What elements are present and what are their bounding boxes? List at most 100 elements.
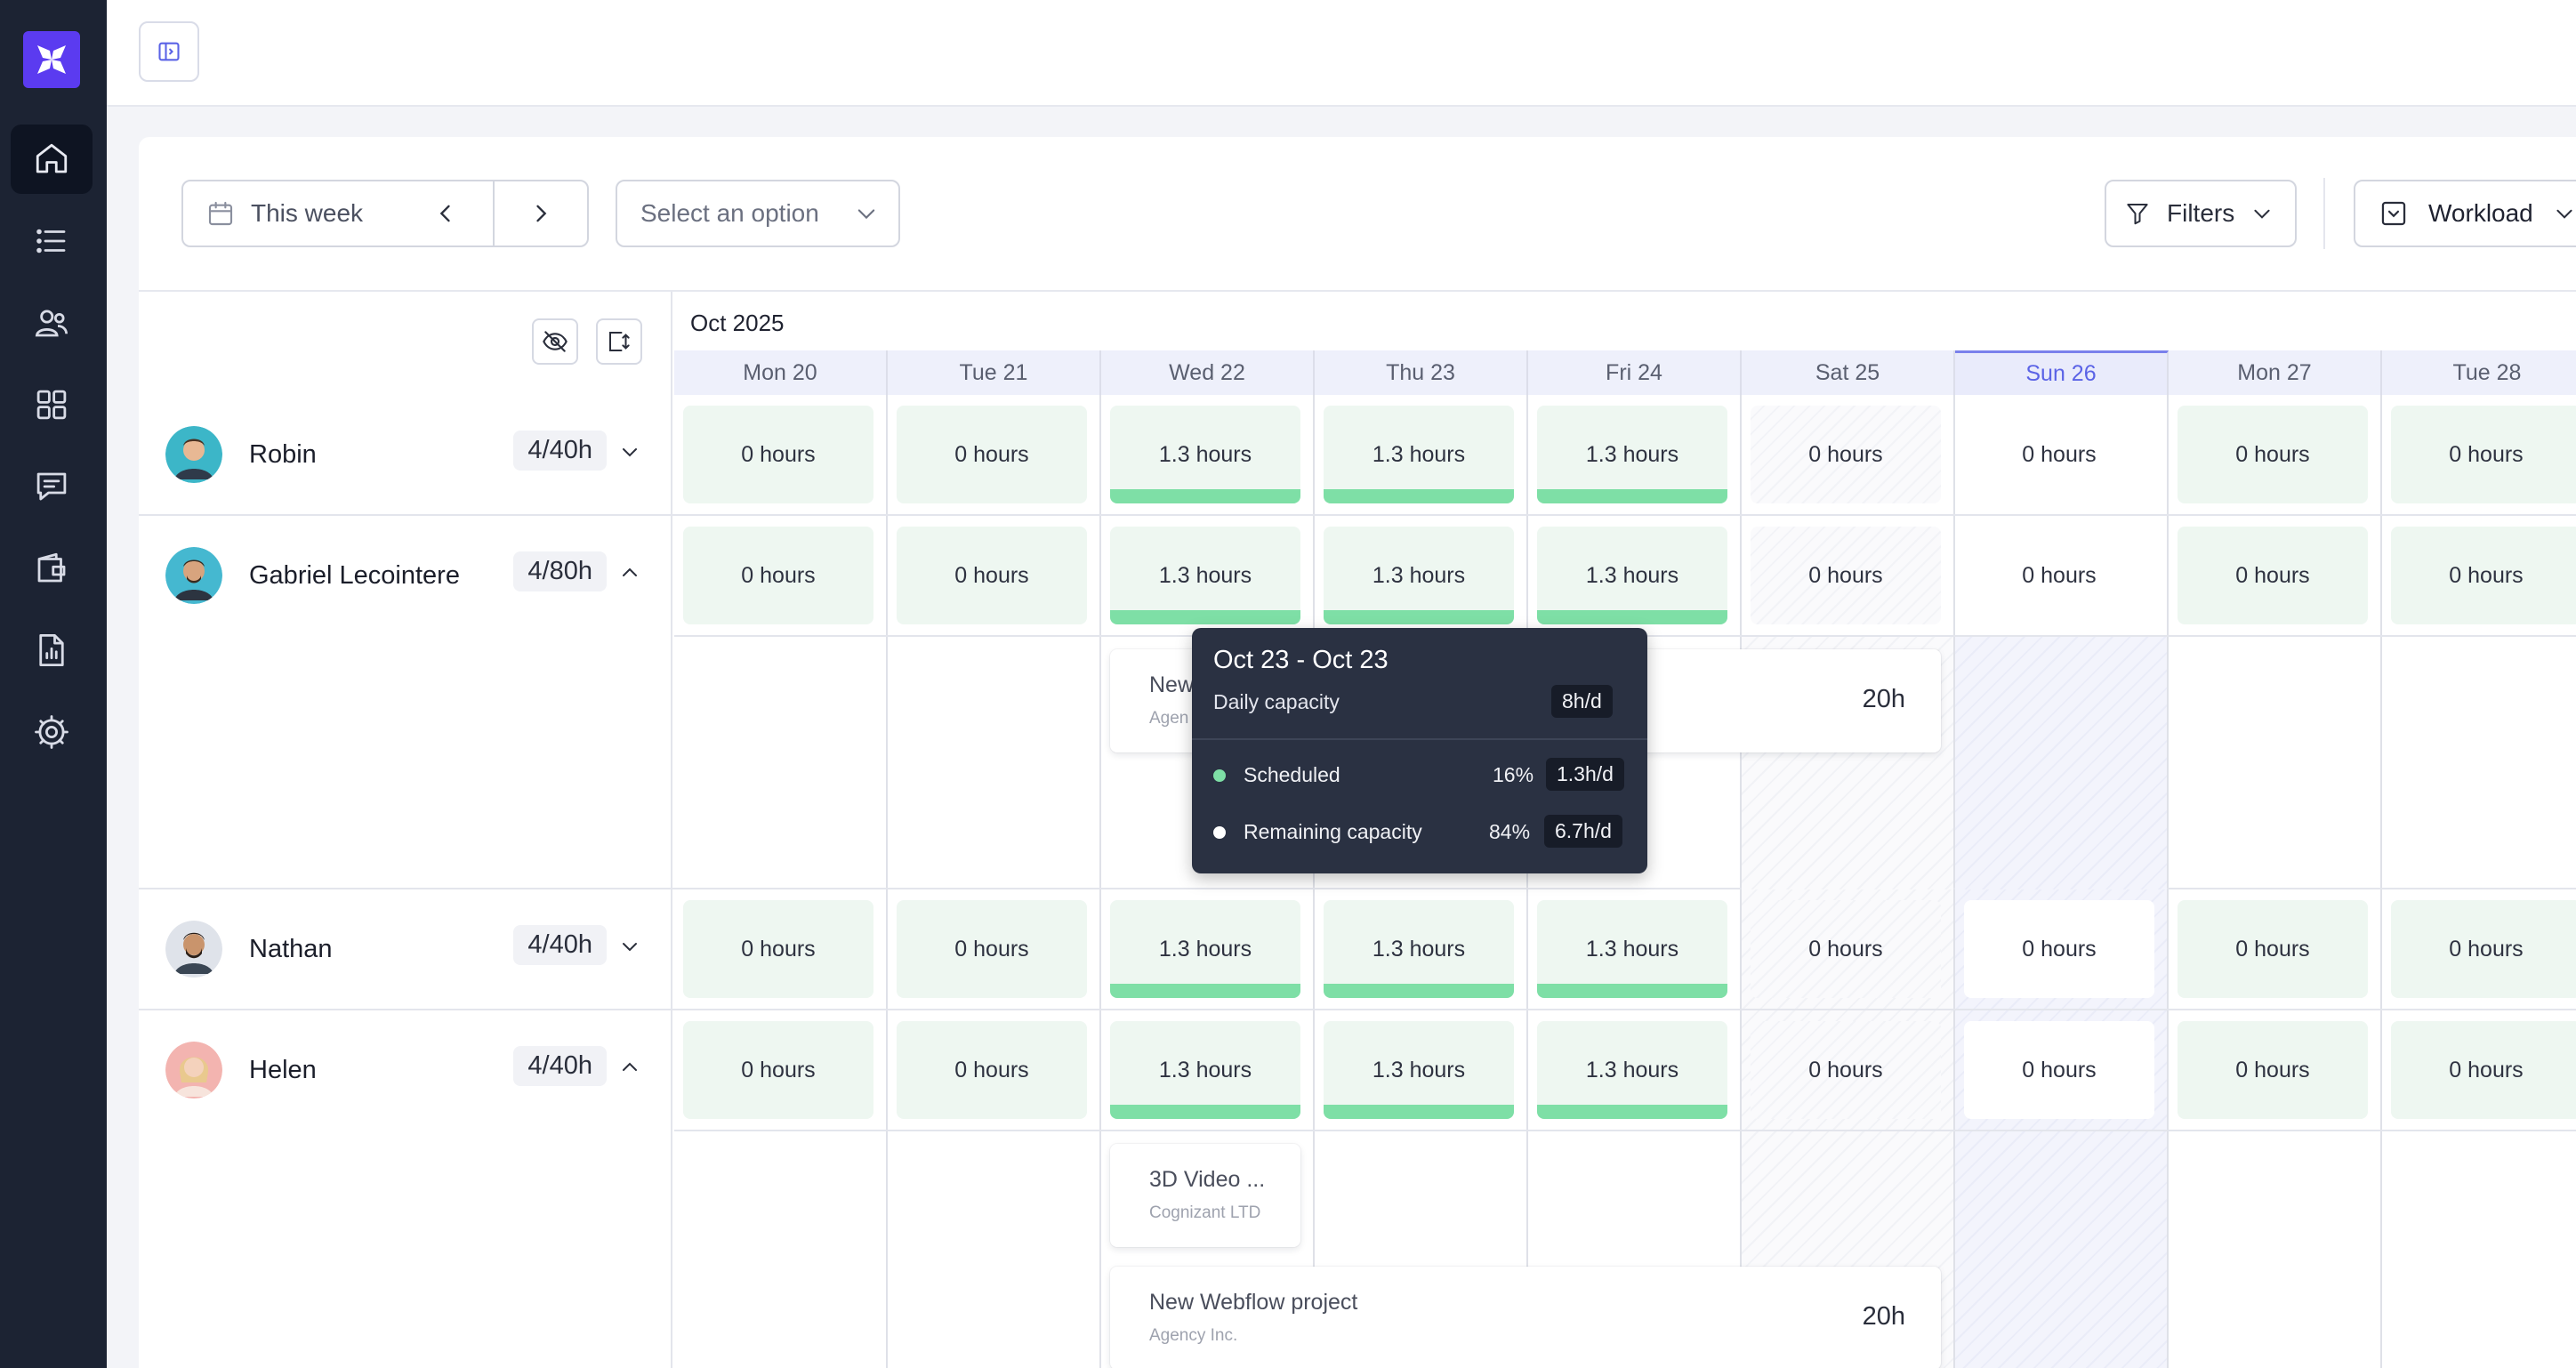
cell-hours: 1.3 hours	[1158, 441, 1252, 467]
sidebar-toggle-icon	[158, 42, 180, 61]
nav-messages[interactable]	[11, 452, 93, 521]
nav-home[interactable]	[11, 125, 93, 194]
report-icon	[39, 633, 64, 667]
scheduled-bar	[1110, 610, 1300, 624]
person-gabriel[interactable]: Gabriel Lecointere 4/80h	[139, 516, 672, 635]
day-cell[interactable]: 0 hours	[2391, 1021, 2576, 1119]
day-cell[interactable]: 1.3 hours	[1324, 406, 1514, 503]
previous-week-button[interactable]	[398, 180, 495, 247]
day-cell[interactable]: 0 hours	[2391, 900, 2576, 998]
day-cell[interactable]: 1.3 hours	[1537, 1021, 1727, 1119]
workload-grid: Oct 2025 Mon 20 Tue 21 Wed 22 Thu 23 Fri…	[139, 290, 2576, 1368]
calendar-icon	[208, 201, 233, 226]
day-header-today[interactable]: Sun 26	[1955, 350, 2169, 395]
this-week-button[interactable]: This week	[181, 180, 400, 247]
hide-button[interactable]	[532, 318, 578, 365]
day-cell[interactable]: 1.3 hours	[1537, 527, 1727, 624]
remaining-value: 6.7h/d	[1544, 815, 1622, 848]
filters-button[interactable]: Filters	[2105, 180, 2297, 247]
gear-icon	[35, 715, 68, 749]
next-week-button[interactable]	[493, 180, 589, 247]
day-cell[interactable]: 0 hours	[683, 1021, 873, 1119]
day-cell[interactable]: 0 hours	[897, 527, 1087, 624]
nav-list[interactable]	[11, 206, 93, 276]
day-cell[interactable]: 1.3 hours	[1324, 527, 1514, 624]
option-select[interactable]: Select an option	[616, 180, 900, 247]
day-cell[interactable]: 1.3 hours	[1324, 1021, 1514, 1119]
day-cell[interactable]: 0 hours	[683, 527, 873, 624]
day-header[interactable]: Tue 28	[2382, 350, 2576, 395]
sidebar	[0, 0, 107, 1368]
day-cell[interactable]: 1.3 hours	[1537, 406, 1727, 503]
day-cell[interactable]: 0 hours	[897, 406, 1087, 503]
nav-settings[interactable]	[11, 697, 93, 767]
day-cell[interactable]: 1.3 hours	[1110, 1021, 1300, 1119]
day-header[interactable]: Fri 24	[1528, 350, 1742, 395]
day-cell[interactable]: 0 hours	[1751, 527, 1941, 624]
day-cell[interactable]: 1.3 hours	[1110, 406, 1300, 503]
day-cell[interactable]: 0 hours	[1751, 406, 1941, 503]
day-cell[interactable]: 0 hours	[1964, 527, 2154, 624]
day-header[interactable]: Mon 27	[2169, 350, 2382, 395]
day-cell[interactable]: 0 hours	[2178, 900, 2368, 998]
cell-hours: 1.3 hours	[1585, 441, 1679, 467]
day-header[interactable]: Mon 20	[674, 350, 888, 395]
view-select[interactable]: Workload	[2354, 180, 2576, 247]
day-cell[interactable]: 0 hours	[2391, 406, 2576, 503]
day-cell[interactable]: 0 hours	[897, 1021, 1087, 1119]
expand-button[interactable]	[596, 318, 642, 365]
scheduled-bar	[1110, 1105, 1300, 1119]
day-header[interactable]: Tue 21	[888, 350, 1101, 395]
scheduled-dot	[1213, 768, 1226, 782]
sidebar-toggle-button[interactable]	[139, 21, 199, 82]
day-cell[interactable]: 0 hours	[1964, 900, 2154, 998]
users-icon	[35, 310, 68, 337]
person-row-robin: Robin 4/40h 0 hours 0 hours 1.3 hours 1.…	[139, 395, 2576, 516]
day-cell[interactable]: 1.3 hours	[1110, 900, 1300, 998]
task-bar[interactable]: 3D Video ... Cognizant LTD	[1110, 1144, 1300, 1247]
day-cell[interactable]: 0 hours	[2391, 527, 2576, 624]
day-cell[interactable]: 0 hours	[683, 406, 873, 503]
task-hours: 20h	[1862, 1302, 1905, 1331]
chevron-up-icon[interactable]	[619, 562, 640, 583]
chat-icon	[36, 472, 67, 501]
scheduled-bar	[1110, 489, 1300, 503]
chevron-down-icon[interactable]	[619, 441, 640, 463]
day-header[interactable]: Wed 22	[1101, 350, 1315, 395]
day-header[interactable]: Thu 23	[1315, 350, 1528, 395]
top-bar	[107, 0, 2576, 107]
day-cell[interactable]: 0 hours	[897, 900, 1087, 998]
nav-users[interactable]	[11, 288, 93, 358]
day-cell[interactable]: 1.3 hours	[1324, 900, 1514, 998]
chevron-up-icon[interactable]	[619, 1057, 640, 1078]
task-client: Agency Inc.	[1149, 1326, 1238, 1345]
day-cell[interactable]: 1.3 hours	[1110, 527, 1300, 624]
column-divider	[2380, 395, 2382, 1368]
cell-hours: 1.3 hours	[1372, 441, 1466, 467]
chevron-down-icon	[857, 209, 875, 220]
day-cell[interactable]: 0 hours	[1964, 1021, 2154, 1119]
day-cell[interactable]: 1.3 hours	[1537, 900, 1727, 998]
column-divider	[1740, 395, 1742, 1368]
person-helen[interactable]: Helen 4/40h	[139, 1010, 672, 1130]
day-cell[interactable]: 0 hours	[2178, 527, 2368, 624]
app-logo[interactable]	[23, 31, 80, 88]
task-hours: 20h	[1862, 685, 1905, 713]
person-robin[interactable]: Robin 4/40h	[139, 395, 672, 514]
day-cell[interactable]: 0 hours	[2178, 406, 2368, 503]
day-header[interactable]: Sat 25	[1742, 350, 1955, 395]
nav-grid[interactable]	[11, 370, 93, 439]
day-cell[interactable]: 0 hours	[683, 900, 873, 998]
day-cell[interactable]: 0 hours	[1751, 900, 1941, 998]
nav-reports[interactable]	[11, 616, 93, 685]
task-bar[interactable]: New Webflow project Agency Inc. 20h	[1110, 1267, 1941, 1368]
this-week-label: This week	[251, 199, 364, 227]
day-cell[interactable]: 0 hours	[1751, 1021, 1941, 1119]
nav-wallet[interactable]	[11, 534, 93, 603]
day-cell[interactable]: 0 hours	[2178, 1021, 2368, 1119]
day-cell[interactable]: 0 hours	[1964, 406, 2154, 503]
cell-hours: 1.3 hours	[1158, 1057, 1252, 1082]
person-nathan[interactable]: Nathan 4/40h	[139, 889, 672, 1009]
column-divider	[2167, 395, 2169, 1368]
chevron-down-icon[interactable]	[619, 936, 640, 957]
